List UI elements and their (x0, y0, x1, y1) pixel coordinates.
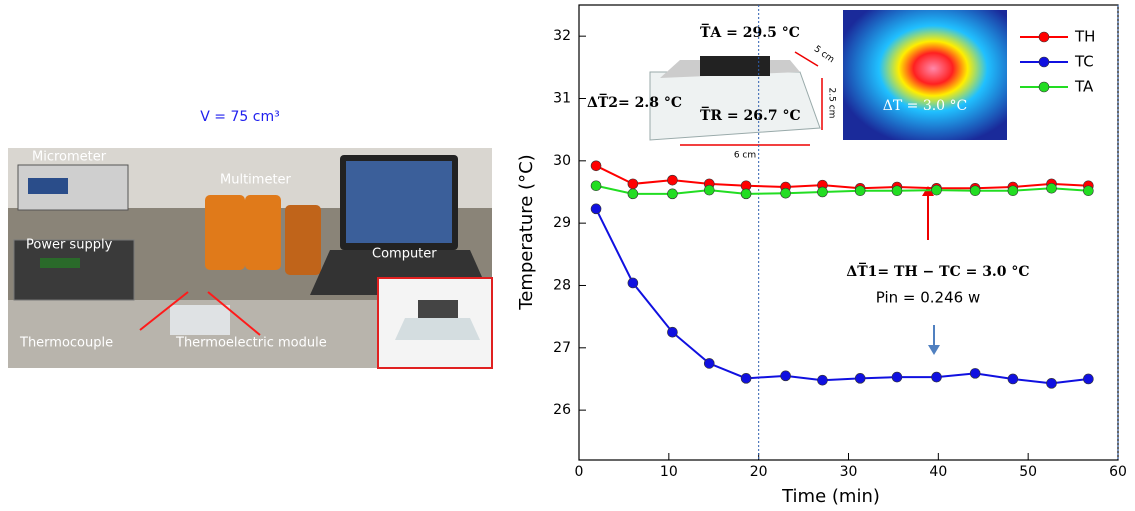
marker (667, 326, 678, 338)
marker (590, 180, 602, 192)
photo-label: Thermoelectric module (175, 336, 327, 351)
marker (817, 186, 828, 198)
marker (590, 203, 602, 215)
marker (627, 277, 639, 289)
legend-label: TA (1074, 78, 1094, 96)
volume-label: V = 75 cm³ (200, 109, 279, 125)
marker (1083, 185, 1094, 197)
photo-label: Computer (372, 247, 437, 262)
legend-marker (1038, 56, 1050, 68)
marker (703, 358, 715, 369)
y-tick-label: 31 (553, 90, 571, 106)
marker (1046, 378, 1057, 389)
y-tick-label: 27 (553, 340, 571, 356)
x-tick-label: 0 (575, 464, 584, 480)
legend-label: TC (1074, 53, 1094, 71)
photo-label: Multimeter (220, 173, 292, 188)
photo-label: Thermocouple (19, 336, 113, 351)
x-tick-label: 40 (929, 464, 947, 480)
arrow-head (928, 345, 940, 355)
annotation: T̅R = 26.7 °C (700, 105, 801, 124)
annotation: ΔT̅1= TH − TC = 3.0 °C (846, 261, 1029, 280)
marker (931, 371, 942, 383)
x-tick-label: 60 (1109, 464, 1127, 480)
y-tick-label: 28 (553, 277, 571, 293)
photo-label: Micrometer (32, 150, 107, 165)
series-line (595, 208, 1089, 385)
marker (627, 188, 639, 200)
x-tick-label: 20 (750, 464, 768, 480)
marker (1007, 373, 1019, 385)
marker (667, 174, 678, 186)
dimension-label: 2.5 cm (827, 88, 837, 119)
x-axis-title: Time (min) (781, 486, 880, 507)
marker (891, 185, 903, 197)
marker (740, 373, 752, 384)
marker (817, 374, 828, 386)
setup-photo: Micrometer Multimeter Power supply Compu… (8, 148, 493, 369)
dimension-label: 6 cm (734, 151, 756, 161)
y-tick-label: 30 (553, 153, 571, 169)
annotation: Pin = 0.246 w (876, 289, 980, 307)
marker (667, 188, 678, 200)
marker (1007, 185, 1019, 197)
legend-marker (1038, 81, 1050, 93)
legend-marker (1038, 31, 1050, 43)
marker (1046, 182, 1057, 194)
marker (931, 184, 942, 196)
y-axis-title: Temperature (°C) (516, 154, 537, 310)
y-tick-label: 32 (553, 28, 571, 44)
marker (627, 178, 639, 190)
annotation: ΔT = 3.0 °C (883, 98, 968, 114)
thermal-inset: ΔT = 3.0 °C (843, 10, 1007, 140)
series-line (595, 184, 1089, 195)
marker (969, 185, 981, 197)
marker (891, 371, 903, 383)
annotation: T̅A = 29.5 °C (700, 22, 800, 41)
marker (854, 185, 866, 197)
marker (590, 160, 602, 172)
series-line (595, 164, 1089, 190)
marker (1083, 373, 1094, 385)
x-tick-label: 10 (660, 464, 678, 480)
marker (703, 184, 715, 196)
marker (854, 373, 866, 384)
x-tick-label: 30 (840, 464, 858, 480)
marker (780, 187, 791, 199)
legend-label: TH (1074, 28, 1095, 46)
chamber-inset: 5 cm 2.5 cm 6 cm T̅A = 29.5 °C ΔT̅2= 2.8… (587, 22, 837, 160)
x-tick-label: 50 (1019, 464, 1037, 480)
annotation: ΔT̅2= 2.8 °C (587, 92, 682, 111)
marker (969, 368, 981, 379)
photo-label: Power supply (26, 238, 113, 253)
dimension-label: 5 cm (812, 44, 836, 65)
marker (780, 370, 791, 382)
y-tick-label: 29 (553, 215, 571, 231)
y-tick-label: 26 (553, 402, 571, 418)
marker (740, 188, 752, 200)
